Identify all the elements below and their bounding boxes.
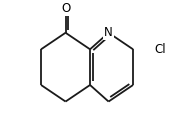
Text: N: N <box>104 26 113 39</box>
Text: O: O <box>61 2 70 15</box>
Text: Cl: Cl <box>155 43 167 56</box>
